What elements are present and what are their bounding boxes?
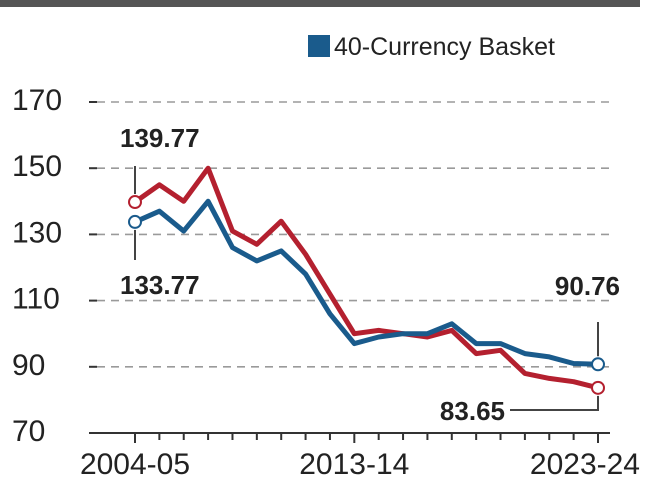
x-tick-label: 2004-05	[80, 448, 190, 480]
y-tick-label: 150	[12, 150, 62, 183]
annotation-label: 133.77	[120, 270, 200, 300]
x-tick-label: 2023-24	[530, 448, 640, 480]
chart-header-rule	[0, 0, 640, 7]
annotations: 139.77 133.77 90.76 83.65	[120, 123, 620, 426]
gridlines	[97, 101, 610, 368]
y-tick-label: 70	[12, 415, 45, 448]
endpoint-marker	[591, 357, 605, 372]
legend-label: 40-Currency Basket	[334, 33, 555, 61]
y-tick-label: 170	[12, 84, 62, 117]
y-tick-label: 90	[12, 349, 45, 382]
series-line-basket	[132, 198, 601, 367]
axes: 70 90 110 130 150 170 2004-05 2013-14 2023-24	[12, 84, 640, 480]
y-tick-label: 110	[12, 283, 60, 316]
annotation-label: 139.77	[120, 123, 200, 153]
legend: 40-Currency Basket	[308, 33, 555, 61]
series-lines	[132, 165, 601, 391]
x-tick-label: 2013-14	[299, 448, 409, 480]
annotation-leader	[510, 395, 599, 411]
endpoint-marker	[128, 195, 142, 210]
annotation-label: 83.65	[440, 396, 505, 426]
endpoint-marker	[128, 214, 142, 229]
annotation-label: 90.76	[555, 271, 620, 301]
series-line-red	[132, 165, 601, 391]
endpoint-marker	[591, 380, 605, 395]
y-tick-label: 130	[12, 216, 62, 249]
legend-swatch	[308, 35, 330, 57]
